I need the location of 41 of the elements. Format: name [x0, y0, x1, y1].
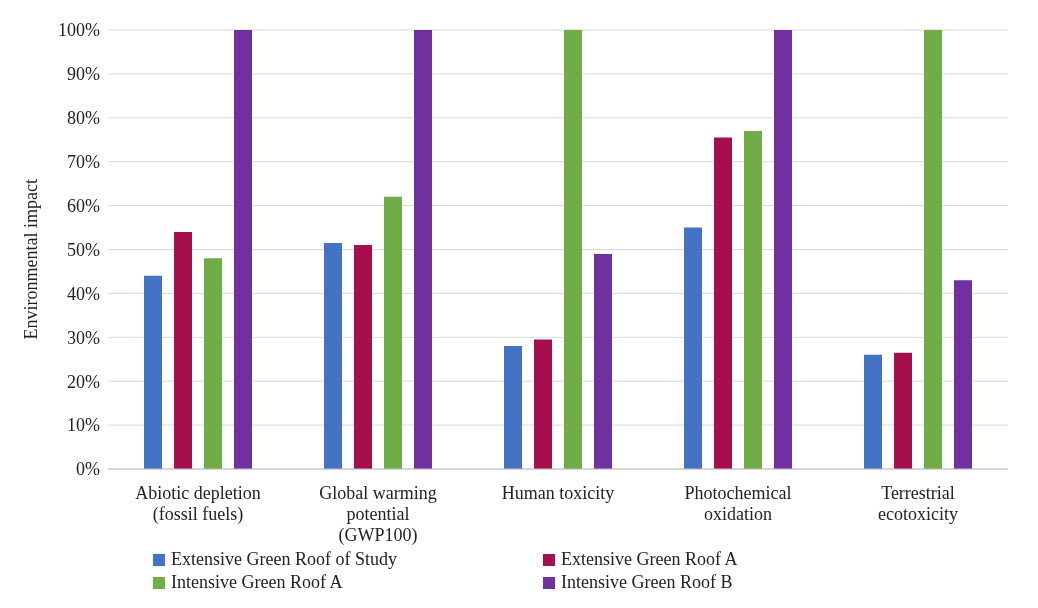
bar [894, 352, 912, 469]
bar [204, 258, 222, 469]
y-tick-label: 60% [67, 195, 100, 216]
bar [234, 30, 252, 469]
x-tick-label: Abiotic depletion (fossil fuels) [135, 483, 261, 525]
bar [684, 227, 702, 469]
bar [504, 346, 522, 469]
x-tick-label: Terrestrial ecotoxicity [878, 483, 958, 524]
y-tick-label: 50% [67, 239, 100, 260]
legend-label: Extensive Green Roof of Study [171, 549, 397, 570]
bar [564, 30, 582, 469]
y-tick-label: 40% [67, 283, 100, 304]
bar [714, 137, 732, 469]
y-tick-label: 20% [67, 371, 100, 392]
bar [534, 339, 552, 469]
bar [594, 253, 612, 469]
bar [864, 354, 882, 469]
x-tick-label: Global warming potential (GWP100) [319, 483, 437, 546]
x-tick-label: Human toxicity [501, 483, 615, 503]
legend-label: Intensive Green Roof B [561, 572, 733, 593]
bar [144, 275, 162, 469]
bar [924, 30, 942, 469]
y-tick-label: 100% [58, 20, 100, 41]
bar [384, 196, 402, 469]
y-tick-label: 30% [67, 327, 100, 348]
x-tick-label: Photochemical oxidation [684, 483, 792, 524]
y-tick-label: 80% [67, 108, 100, 129]
y-tick-label: 10% [67, 415, 100, 436]
bar [414, 30, 432, 469]
legend-label: Extensive Green Roof A [561, 549, 738, 570]
legend-label: Intensive Green Roof A [171, 572, 343, 593]
y-tick-label: 0% [76, 459, 100, 480]
y-axis-title: Environmental impact [21, 179, 42, 340]
y-tick-label: 90% [67, 64, 100, 85]
y-tick-label: 70% [67, 152, 100, 173]
bar [324, 242, 342, 469]
bar [354, 245, 372, 469]
bar [174, 231, 192, 469]
bar [954, 280, 972, 469]
bar [744, 130, 762, 469]
bar [774, 30, 792, 469]
